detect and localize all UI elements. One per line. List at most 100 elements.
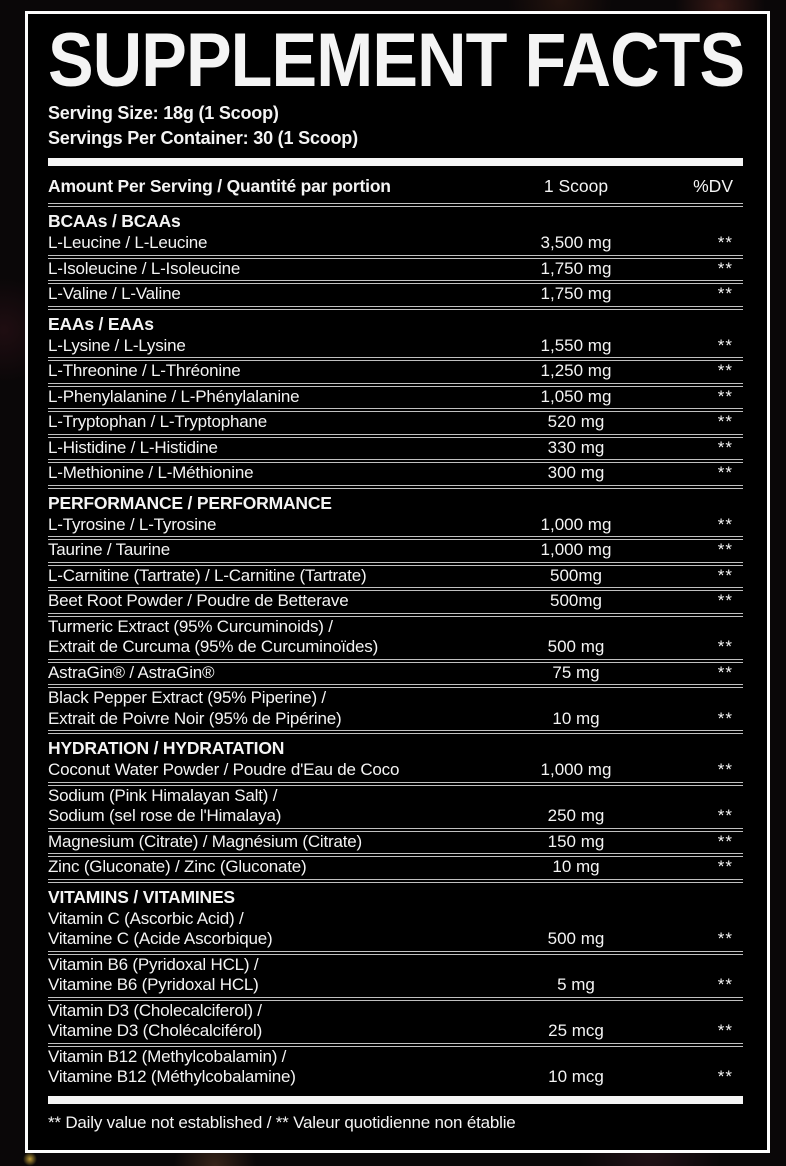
- ingredient-dv: **: [717, 1067, 733, 1086]
- separator-line: [48, 658, 743, 663]
- separator-line: [48, 853, 743, 857]
- separator-line: [48, 254, 743, 259]
- ingredient-name: Vitamin B12 (Methylcobalamin) / Vitamine…: [48, 1046, 296, 1087]
- ingredient-amount: 1,550 mg: [540, 335, 612, 355]
- ingredient-row: Zinc (Gluconate) / Zinc (Gluconate) 10 mg…: [48, 857, 743, 879]
- ingredient-amount: 500mg: [550, 565, 602, 585]
- separator-line: [48, 280, 743, 284]
- separator-line: [48, 996, 743, 1001]
- ingredient-dv: **: [717, 514, 733, 534]
- ingredient-amount: 10 mg: [552, 857, 600, 876]
- panel-title: SUPPLEMENT FACTS: [48, 18, 745, 103]
- separator-line: [48, 357, 743, 361]
- ingredient-name: Vitamin D3 (Cholecalciferol) / Vitamine …: [48, 1000, 263, 1041]
- ingredient-row: L-Isoleucine / L-Isoleucine 1,750 mg **: [48, 259, 743, 281]
- ingredient-amount: 10 mg: [552, 708, 600, 728]
- ingredient-row: L-Tryptophan / L-Tryptophane 520 mg **: [48, 412, 743, 434]
- ingredient-row: L-Leucine / L-Leucine 3,500 mg **: [48, 233, 743, 255]
- ingredient-dv: **: [717, 412, 733, 431]
- ingredient-dv: **: [717, 637, 733, 656]
- separator-line: [48, 382, 743, 387]
- ingredient-amount: 1,000 mg: [540, 514, 612, 534]
- ingredient-name: Vitamin B6 (Pyridoxal HCL) / Vitamine B6…: [48, 954, 259, 995]
- ingredient-dv: **: [717, 591, 733, 610]
- ingredient-amount: 75 mg: [552, 662, 600, 682]
- ingredient-row: L-Methionine / L-Méthionine 300 mg **: [48, 463, 743, 485]
- separator-line: [48, 536, 743, 540]
- ingredient-amount: 1,250 mg: [540, 361, 612, 380]
- ingredient-dv: **: [717, 1021, 733, 1040]
- ingredient-name: Black Pepper Extract (95% Piperine) / Ex…: [48, 688, 342, 728]
- ingredient-dv: **: [717, 806, 733, 825]
- ingredient-name: L-Carnitine (Tartrate) / L-Carnitine (Ta…: [48, 565, 367, 585]
- ingredient-row: Vitamin B12 (Methylcobalamin) / Vitamine…: [48, 1047, 743, 1089]
- ingredient-name: L-Histidine / L-Histidine: [48, 437, 218, 457]
- separator-line: [48, 1042, 743, 1047]
- ingredient-dv: **: [717, 662, 733, 682]
- separator-line: [48, 408, 743, 412]
- separator-line: [48, 878, 743, 883]
- ingredient-row: Black Pepper Extract (95% Piperine) / Ex…: [48, 688, 743, 730]
- ingredient-dv: **: [717, 258, 733, 278]
- ingredient-name: L-Lysine / L-Lysine: [48, 335, 186, 355]
- ingredient-amount: 330 mg: [547, 437, 605, 457]
- ingredient-dv: **: [717, 565, 733, 585]
- ingredient-name: AstraGin® / AstraGin®: [48, 662, 215, 682]
- ingredient-amount: 1,750 mg: [540, 284, 612, 303]
- ingredient-row: Beet Root Powder / Poudre de Betterave 50…: [48, 591, 743, 613]
- ingredient-amount: 300 mg: [547, 463, 605, 482]
- section-header: EAAs / EAAs: [48, 313, 154, 334]
- ingredient-name: Zinc (Gluconate) / Zinc (Gluconate): [48, 857, 307, 876]
- section-header: HYDRATION / HYDRATATION: [48, 738, 285, 758]
- ingredient-row: Turmeric Extract (95% Curcuminoids) / Ex…: [48, 617, 743, 659]
- ingredient-dv: **: [717, 284, 733, 303]
- ingredient-row: L-Lysine / L-Lysine 1,550 mg **: [48, 336, 743, 358]
- ingredient-name: L-Methionine / L-Méthionine: [48, 463, 254, 482]
- section-header: PERFORMANCE / PERFORMANCE: [48, 492, 332, 513]
- ingredient-amount: 500 mg: [547, 637, 605, 656]
- column-header-amount-per-serving: Amount Per Serving / Quantité par portio…: [48, 176, 391, 196]
- ingredient-name: L-Tyrosine / L-Tyrosine: [48, 514, 217, 534]
- ingredient-row: Coconut Water Powder / Poudre d'Eau de C…: [48, 760, 743, 782]
- ingredient-amount: 1,000 mg: [540, 760, 612, 779]
- footnote: ** Daily value not established / ** Vale…: [48, 1112, 516, 1132]
- ingredient-dv: **: [717, 857, 733, 876]
- ingredient-row: Vitamin D3 (Cholecalciferol) / Vitamine …: [48, 1001, 743, 1043]
- column-header-row: Amount Per Serving / Quantité par portio…: [48, 166, 743, 203]
- ingredient-amount: 250 mg: [547, 806, 605, 825]
- separator-line: [48, 484, 743, 489]
- ingredient-dv: **: [717, 386, 733, 406]
- ingredient-row: L-Carnitine (Tartrate) / L-Carnitine (Ta…: [48, 566, 743, 588]
- ingredient-name: L-Tryptophan / L-Tryptophane: [48, 412, 267, 431]
- servings-per-container: Servings Per Container: 30 (1 Scoop): [48, 128, 358, 148]
- ingredient-row: Magnesium (Citrate) / Magnésium (Citrate…: [48, 832, 743, 854]
- ingredient-amount: 3,500 mg: [540, 233, 612, 252]
- ingredient-amount: 1,750 mg: [540, 258, 612, 278]
- ingredient-row: L-Histidine / L-Histidine 330 mg **: [48, 438, 743, 460]
- separator-line: [48, 612, 743, 617]
- ingredient-dv: **: [717, 335, 733, 355]
- serving-size: Serving Size: 18g (1 Scoop): [48, 103, 279, 123]
- ingredient-name: Magnesium (Citrate) / Magnésium (Citrate…: [48, 831, 362, 851]
- separator-line: [48, 433, 743, 438]
- ingredient-name: Coconut Water Powder / Poudre d'Eau de C…: [48, 760, 400, 779]
- ingredient-name: Taurine / Taurine: [48, 540, 170, 559]
- section-header: BCAAs / BCAAs: [48, 211, 181, 231]
- ingredient-dv: **: [717, 929, 733, 948]
- ingredient-dv: **: [717, 760, 733, 779]
- supplement-facts-panel: SUPPLEMENT FACTS Serving Size: 18g (1 Sc…: [25, 11, 770, 1153]
- ingredient-dv: **: [717, 233, 733, 252]
- column-header-dv: %DV: [693, 176, 733, 196]
- separator-line: [48, 730, 743, 734]
- ingredient-dv: **: [717, 540, 733, 559]
- ingredient-row: Sodium (Pink Himalayan Salt) / Sodium (s…: [48, 786, 743, 828]
- divider-bar-top: [48, 158, 743, 166]
- ingredient-name: Beet Root Powder / Poudre de Betterave: [48, 591, 349, 610]
- ingredient-amount: 1,000 mg: [540, 540, 612, 559]
- ingredient-name: Turmeric Extract (95% Curcuminoids) / Ex…: [48, 616, 379, 657]
- ingredient-dv: **: [717, 463, 733, 482]
- ingredient-amount: 500 mg: [547, 929, 605, 948]
- ingredient-dv: **: [717, 831, 733, 851]
- ingredient-row: Vitamin B6 (Pyridoxal HCL) / Vitamine B6…: [48, 955, 743, 997]
